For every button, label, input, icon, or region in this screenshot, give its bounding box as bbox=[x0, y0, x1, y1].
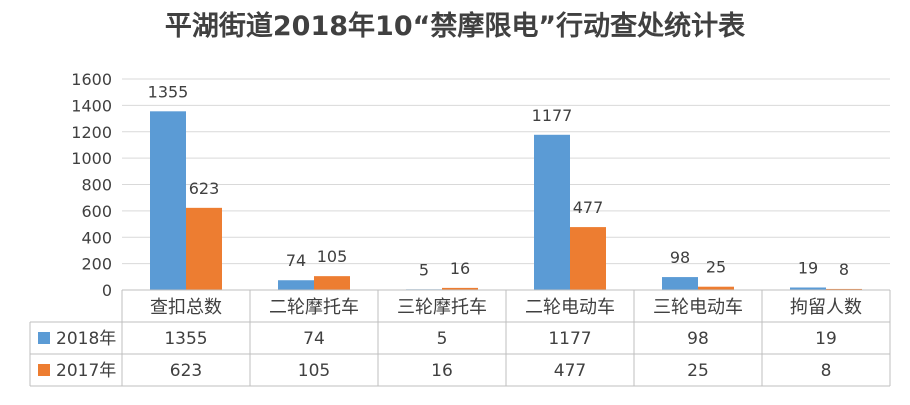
y-tick-label: 800 bbox=[81, 176, 112, 195]
table-cell: 74 bbox=[303, 329, 325, 349]
gridlines bbox=[122, 78, 890, 291]
data-label: 477 bbox=[573, 198, 604, 217]
table-cell: 25 bbox=[687, 361, 709, 381]
legend-swatch bbox=[38, 364, 50, 376]
data-label: 623 bbox=[189, 179, 220, 198]
table-cell: 16 bbox=[431, 361, 453, 381]
table-cell: 1355 bbox=[164, 329, 207, 349]
x-tick-label: 三轮电动车 bbox=[653, 297, 743, 318]
y-tick-label: 1600 bbox=[71, 70, 112, 89]
x-tick-label: 三轮摩托车 bbox=[397, 297, 487, 318]
data-label: 1177 bbox=[532, 106, 573, 125]
data-label: 19 bbox=[798, 258, 818, 277]
y-tick-label: 1200 bbox=[71, 123, 112, 142]
y-tick-label: 200 bbox=[81, 255, 112, 274]
data-label: 1355 bbox=[148, 82, 189, 101]
bar-2017 bbox=[314, 276, 350, 290]
y-axis: 0 200 400 600 800 1000 1200 1400 1600 bbox=[71, 70, 112, 300]
y-tick-label: 0 bbox=[102, 281, 112, 300]
bar-2017 bbox=[826, 288, 862, 290]
table-cell: 19 bbox=[815, 329, 837, 349]
table-cell: 105 bbox=[298, 361, 330, 381]
data-label: 5 bbox=[419, 260, 429, 279]
data-label: 16 bbox=[450, 259, 470, 278]
table-cell: 1177 bbox=[548, 329, 591, 349]
x-tick-label: 二轮摩托车 bbox=[269, 297, 359, 318]
bar-2018 bbox=[662, 277, 698, 290]
bar-2017 bbox=[442, 287, 478, 290]
table-cell: 477 bbox=[554, 361, 586, 381]
bar-2018 bbox=[150, 111, 186, 290]
chart-title: 平湖街道2018年10“禁摩限电”行动查处统计表 bbox=[165, 10, 745, 42]
y-tick-label: 600 bbox=[81, 202, 112, 221]
legend-label: 2018年 bbox=[56, 329, 116, 349]
bar-2018 bbox=[278, 280, 314, 290]
data-labels: 1355 623 74 105 5 16 1177 477 98 25 19 8 bbox=[148, 82, 849, 279]
x-tick-label: 查扣总数 bbox=[150, 297, 222, 318]
legend-swatch bbox=[38, 332, 50, 344]
data-label: 105 bbox=[317, 247, 348, 266]
data-table: 查扣总数 二轮摩托车 三轮摩托车 二轮电动车 三轮电动车 拘留人数 2018年 1355 74 5… bbox=[29, 289, 891, 387]
bar-2018 bbox=[534, 134, 570, 290]
table-cell: 623 bbox=[170, 361, 202, 381]
data-label: 25 bbox=[706, 258, 726, 277]
x-tick-label: 二轮电动车 bbox=[525, 297, 615, 318]
data-label: 98 bbox=[670, 248, 690, 267]
data-label: 8 bbox=[839, 260, 849, 279]
bar-2017 bbox=[698, 286, 734, 290]
table-cell: 98 bbox=[687, 329, 709, 349]
bars bbox=[150, 111, 862, 290]
bar-2017 bbox=[186, 207, 222, 290]
legend-label: 2017年 bbox=[56, 361, 116, 381]
bar-2018 bbox=[790, 287, 826, 290]
y-tick-label: 400 bbox=[81, 228, 112, 247]
table-cell: 5 bbox=[437, 329, 448, 349]
table-cell: 8 bbox=[821, 361, 832, 381]
bar-2017 bbox=[570, 227, 606, 290]
y-tick-label: 1400 bbox=[71, 96, 112, 115]
y-tick-label: 1000 bbox=[71, 149, 112, 168]
x-tick-label: 拘留人数 bbox=[790, 297, 862, 318]
data-label: 74 bbox=[286, 251, 306, 270]
